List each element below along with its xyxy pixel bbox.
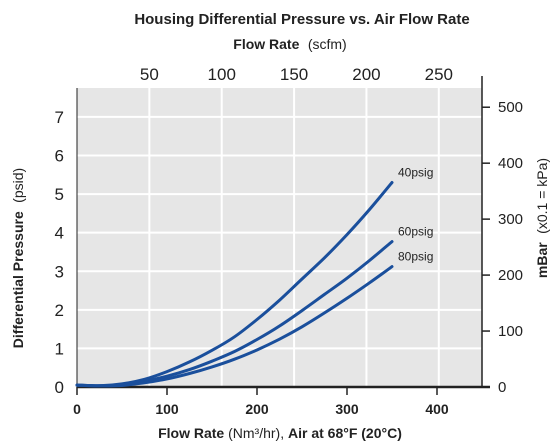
series-labels: 40psig 60psig 80psig	[398, 166, 433, 264]
series-label-60psig: 60psig	[398, 225, 433, 239]
left-tick-label: 5	[55, 185, 64, 204]
right-tick-label: 400	[498, 155, 523, 172]
chart-title: Housing Differential Pressure vs. Air Fl…	[134, 11, 469, 28]
series-lines	[75, 181, 394, 388]
bottom-tick-label: 200	[245, 401, 269, 417]
right-tick-label: 200	[498, 267, 523, 284]
series-label-80psig: 80psig	[398, 250, 433, 264]
left-tick-label: 1	[55, 339, 64, 358]
right-axis-unit: (x0.1 = kPa)	[534, 158, 550, 234]
left-tick-label: 4	[55, 224, 64, 243]
top-axis-ticks: 50 100 150 200 250	[140, 65, 453, 84]
left-tick-label: 7	[55, 108, 64, 127]
right-tick-label: 100	[498, 323, 523, 340]
top-tick-label: 50	[140, 65, 159, 84]
left-axis-label: Differential Pressure	[10, 211, 26, 348]
left-tick-label: 2	[55, 301, 64, 320]
left-axis-unit: (psid)	[10, 168, 26, 203]
left-axis-ticks: 0 1 2 3 4 5 6 7	[55, 108, 64, 397]
axes	[76, 76, 490, 389]
bottom-axis-label-part: Flow Rate	[158, 425, 224, 441]
right-tick-label: 500	[498, 99, 523, 116]
grid-lines	[77, 88, 482, 387]
bottom-tick-label: 400	[425, 401, 449, 417]
top-tick-label: 250	[425, 65, 453, 84]
right-tick-label: 0	[498, 379, 506, 396]
top-axis-title: Flow Rate (scfm)	[233, 36, 346, 53]
top-tick-label: 150	[280, 65, 308, 84]
bottom-tick-label: 300	[335, 401, 359, 417]
top-tick-label: 100	[208, 65, 236, 84]
top-axis-label: Flow Rate	[233, 36, 299, 52]
bottom-axis-ticks: 0 100 200 300 400	[73, 387, 449, 417]
left-axis-title: Differential Pressure (psid)	[10, 168, 27, 348]
top-tick-label: 200	[352, 65, 380, 84]
bottom-axis-label-part: (Nm³/hr),	[224, 425, 288, 441]
right-axis-label: mBar	[534, 242, 550, 278]
series-line-80psig	[75, 265, 394, 388]
bottom-tick-label: 100	[155, 401, 179, 417]
right-axis-ticks: 0 100 200 300 400 500	[482, 99, 523, 396]
bottom-axis-title: Flow Rate (Nm³/hr), Air at 68°F (20°C)	[158, 425, 402, 441]
plot-area	[77, 88, 482, 387]
top-axis-unit: (scfm)	[308, 36, 347, 52]
left-tick-label: 6	[55, 147, 64, 166]
bottom-tick-label: 0	[73, 401, 81, 417]
series-label-40psig: 40psig	[398, 166, 433, 180]
left-tick-label: 0	[55, 378, 64, 397]
right-tick-label: 300	[498, 211, 523, 228]
left-tick-label: 3	[55, 262, 64, 281]
bottom-axis-label-part: Air at 68°F (20°C)	[288, 425, 402, 441]
right-axis-title: mBar (x0.1 = kPa)	[534, 158, 551, 278]
